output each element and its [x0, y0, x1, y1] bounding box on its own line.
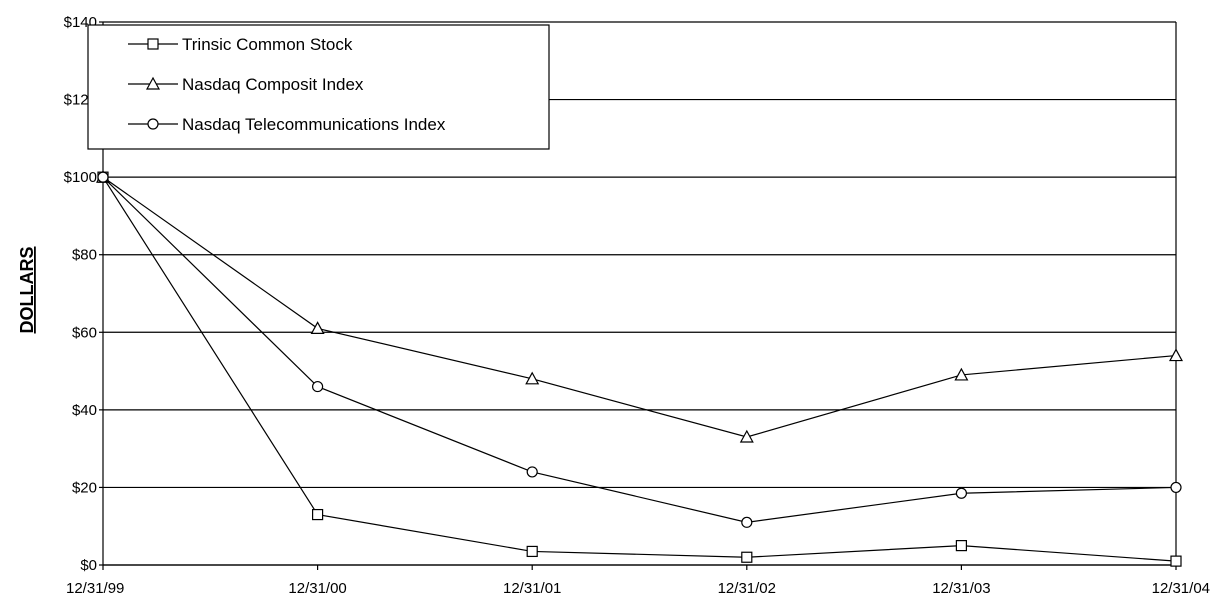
x-tick-labels: 12/31/99 12/31/00 12/31/01 12/31/02 12/31/03… — [66, 580, 1210, 597]
y-tick-label: $60 — [72, 324, 97, 341]
x-tick-label: 12/31/00 — [288, 580, 346, 597]
data-point-triangle — [145, 76, 161, 90]
legend-label: Trinsic Common Stock — [182, 35, 353, 54]
series-line — [102, 176, 1177, 523]
data-point-square — [526, 545, 538, 558]
data-point-triangle — [1168, 348, 1184, 362]
data-point-square — [741, 551, 753, 563]
series-circle — [97, 171, 1182, 528]
data-point-square — [1170, 555, 1182, 567]
y-tick-label: $100 — [64, 169, 97, 186]
data-point-triangle — [310, 321, 325, 335]
y-axis-label: DOLLARS — [17, 247, 37, 334]
data-point-circle — [147, 118, 159, 130]
legend-item: Nasdaq Telecommunications Index — [128, 115, 446, 134]
series-square — [97, 171, 1182, 567]
data-point-triangle — [954, 367, 969, 381]
x-tick-label: 12/31/02 — [718, 580, 776, 597]
data-point-circle — [955, 487, 968, 499]
legend-label: Nasdaq Composit Index — [182, 75, 364, 94]
legend-item: Trinsic Common Stock — [128, 35, 353, 54]
y-tick-label: $40 — [72, 402, 97, 419]
data-point-circle — [526, 466, 538, 478]
data-point-circle — [741, 516, 753, 528]
x-tick-label: 12/31/04 — [1152, 580, 1210, 597]
data-point-triangle — [525, 371, 540, 385]
data-point-triangle — [739, 429, 754, 443]
series-line — [102, 176, 1177, 438]
series-triangle — [95, 169, 1184, 443]
x-tick-label: 12/31/01 — [503, 580, 561, 597]
x-tick-label: 12/31/03 — [932, 580, 990, 597]
y-tick-label: $80 — [72, 247, 97, 264]
data-series — [95, 169, 1184, 567]
data-point-circle — [1170, 481, 1182, 494]
legend-item: Nasdaq Composit Index — [128, 75, 364, 94]
legend: Trinsic Common Stock Nasdaq Composit Inde… — [87, 24, 550, 150]
data-point-square — [312, 508, 324, 521]
data-point-circle — [312, 380, 324, 393]
legend-label: Nasdaq Telecommunications Index — [182, 115, 446, 134]
data-point-square — [147, 38, 159, 50]
y-tick-label: $0 — [80, 557, 97, 574]
y-tick-label: $20 — [72, 479, 97, 496]
x-tick-label: 12/31/99 — [66, 580, 124, 597]
data-point-square — [955, 540, 968, 552]
data-point-circle — [97, 171, 109, 183]
series-line — [102, 176, 1177, 562]
legend-box — [87, 24, 550, 150]
